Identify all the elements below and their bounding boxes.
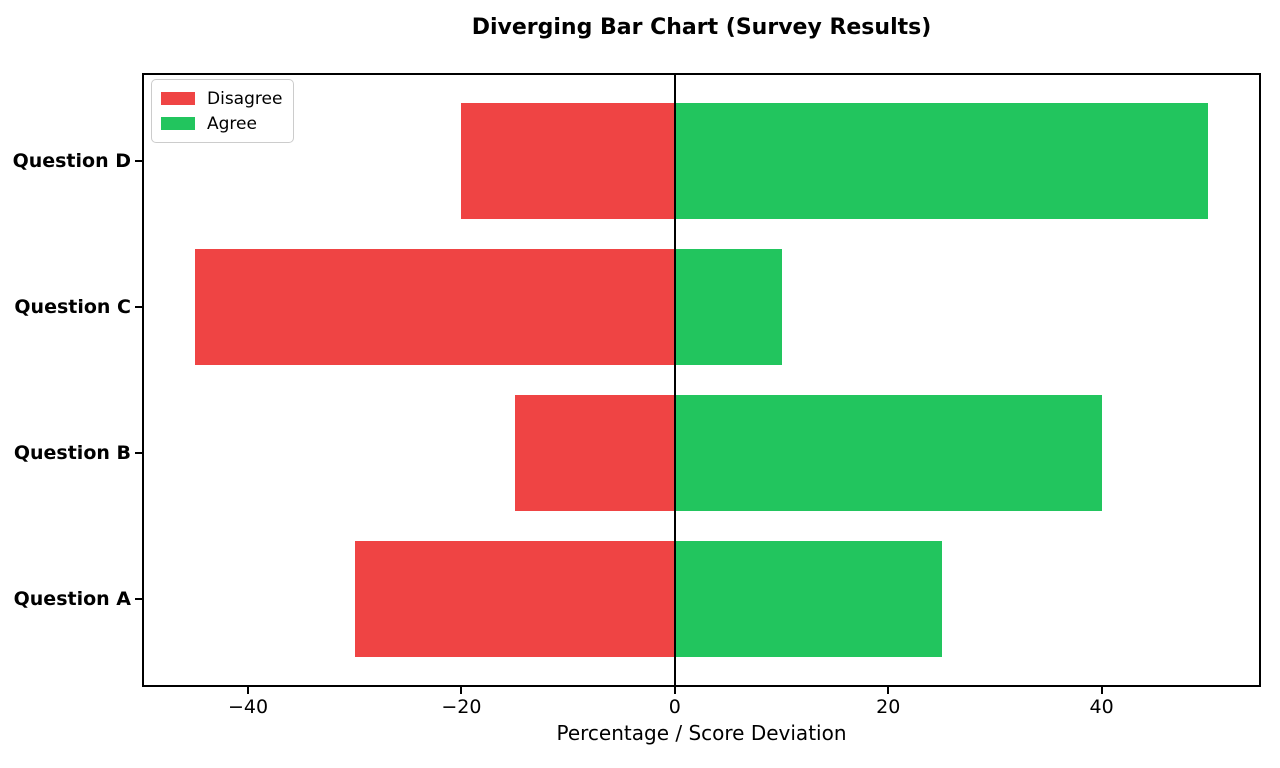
y-tick <box>135 306 142 309</box>
x-tick-label: −20 <box>441 696 482 718</box>
legend-label-disagree: Disagree <box>207 88 283 109</box>
bar-agree-question-c <box>674 248 782 366</box>
legend-item-agree: Agree <box>161 111 282 136</box>
y-tick <box>135 597 142 600</box>
x-tick <box>460 687 463 694</box>
y-tick-label: Question C <box>14 296 131 319</box>
bar-disagree-question-d <box>461 102 675 220</box>
y-tick-label: Question A <box>13 587 131 610</box>
chart-title: Diverging Bar Chart (Survey Results) <box>471 15 932 40</box>
x-tick-label: 0 <box>668 696 681 718</box>
plot-area: Disagree Agree Question D Question C Quest… <box>13 73 1261 718</box>
bar-agree-question-d <box>674 102 1209 220</box>
x-tick <box>247 687 250 694</box>
zero-axis-line <box>673 75 677 685</box>
bar-disagree-question-b <box>514 394 675 512</box>
y-tick <box>135 160 142 163</box>
bar-disagree-question-c <box>194 248 675 366</box>
legend: Disagree Agree <box>151 79 295 143</box>
x-tick <box>887 687 890 694</box>
x-tick <box>673 687 676 694</box>
bar-disagree-question-a <box>354 540 675 658</box>
y-tick-label: Question D <box>12 150 131 173</box>
x-tick <box>1100 687 1103 694</box>
legend-swatch-disagree-icon <box>161 92 195 105</box>
bar-agree-question-a <box>674 540 942 658</box>
legend-swatch-agree-icon <box>161 117 195 130</box>
x-tick-label: 20 <box>876 696 901 718</box>
y-tick <box>135 451 142 454</box>
x-axis-label: Percentage / Score Deviation <box>556 721 847 745</box>
legend-label-agree: Agree <box>207 113 257 134</box>
legend-item-disagree: Disagree <box>161 86 282 111</box>
x-tick-label: −40 <box>227 696 269 718</box>
bar-agree-question-b <box>674 394 1102 512</box>
y-tick-label: Question B <box>13 441 131 464</box>
x-tick-label: 40 <box>1089 696 1114 718</box>
